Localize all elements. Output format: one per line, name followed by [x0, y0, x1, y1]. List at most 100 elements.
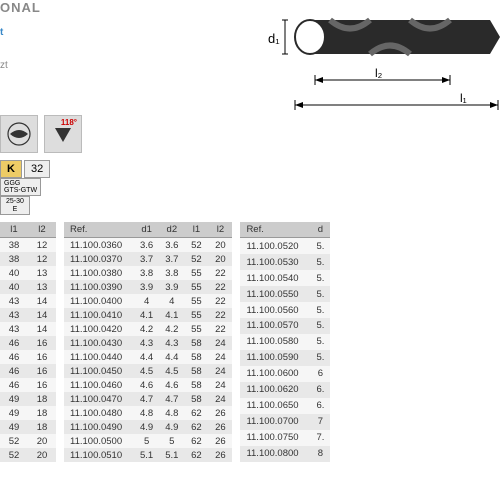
table-row: 11.100.06506.	[240, 398, 330, 414]
cell: 24	[208, 336, 232, 350]
cell: 4	[159, 294, 184, 308]
cell: 5.	[310, 286, 330, 302]
cell: 11.100.0580	[240, 334, 310, 350]
table-row: 11.100.04504.54.55824	[64, 364, 232, 378]
table-row: 11.100.05205.	[240, 238, 330, 255]
brand-fragment: ONAL	[0, 0, 41, 15]
table-row: 4616	[0, 378, 56, 392]
cell: 5.	[310, 334, 330, 350]
cell: 62	[184, 420, 208, 434]
cell: 55	[184, 266, 208, 280]
cell: 12	[28, 238, 56, 253]
subtitle-2: zt	[0, 60, 41, 71]
cell: 11.100.0510	[64, 448, 134, 462]
cell: 22	[208, 294, 232, 308]
flute-icon	[0, 115, 38, 153]
cell: 11.100.0430	[64, 336, 134, 350]
cell: 6	[310, 366, 330, 382]
cell: 4.4	[159, 350, 184, 364]
cell: 11.100.0480	[64, 406, 134, 420]
cell: 18	[28, 420, 56, 434]
table-row: 4918	[0, 406, 56, 420]
header-block: ONAL t zt	[0, 0, 41, 71]
table-row: 11.100.03803.83.85522	[64, 266, 232, 280]
col-header: d1	[134, 222, 159, 238]
cell: 40	[0, 266, 28, 280]
cell: 11.100.0620	[240, 382, 310, 398]
cell: 5	[159, 434, 184, 448]
cell: 16	[28, 378, 56, 392]
cell: 11.100.0600	[240, 366, 310, 382]
cell: 3.8	[159, 266, 184, 280]
table-row: 11.100.04204.24.25522	[64, 322, 232, 336]
cell: 11.100.0450	[64, 364, 134, 378]
label-l1: l₁	[460, 91, 467, 105]
subtitle-1: t	[0, 27, 41, 38]
cell: 8	[310, 446, 330, 462]
cell: 11.100.0560	[240, 302, 310, 318]
cell: 5.	[310, 318, 330, 334]
table-row: 5220	[0, 448, 56, 462]
cell: 3.7	[134, 252, 159, 266]
cell: 38	[0, 238, 28, 253]
cell: 52	[0, 448, 28, 462]
cell: 20	[28, 448, 56, 462]
cell: 4.2	[159, 322, 184, 336]
badge-ggg: GGG GTS-GTW	[0, 178, 41, 196]
table-row: 11.100.0500556226	[64, 434, 232, 448]
cell: 22	[208, 266, 232, 280]
table-row: 3812	[0, 238, 56, 253]
cell: 20	[208, 252, 232, 266]
cell: 24	[208, 378, 232, 392]
cell: 43	[0, 322, 28, 336]
cell: 4.7	[159, 392, 184, 406]
table-row: 11.100.04104.14.15522	[64, 308, 232, 322]
cell: 58	[184, 364, 208, 378]
cell: 4.1	[134, 308, 159, 322]
cell: 4.9	[134, 420, 159, 434]
table-row: 3812	[0, 252, 56, 266]
cell: 46	[0, 364, 28, 378]
cell: 5	[134, 434, 159, 448]
data-tables: l1l2 38123812401340134314431443144616461…	[0, 222, 330, 462]
table-middle: Ref.d1d2l1l2 11.100.03603.63.6522011.100…	[64, 222, 232, 462]
cell: 3.8	[134, 266, 159, 280]
cell: 11.100.0550	[240, 286, 310, 302]
table-row: 11.100.05105.15.16226	[64, 448, 232, 462]
cell: 11.100.0570	[240, 318, 310, 334]
table-row: 11.100.04604.64.65824	[64, 378, 232, 392]
cell: 4.5	[159, 364, 184, 378]
table-right: Ref.d 11.100.05205.11.100.05305.11.100.0…	[240, 222, 330, 462]
cell: 11.100.0650	[240, 398, 310, 414]
cell: 49	[0, 392, 28, 406]
angle-label: 118°	[61, 118, 77, 127]
cell: 43	[0, 308, 28, 322]
table-row: 4918	[0, 420, 56, 434]
table-row: 4013	[0, 280, 56, 294]
badge-hardness: 25-30 E	[0, 196, 30, 215]
cell: 5.	[310, 238, 330, 255]
cell: 24	[208, 350, 232, 364]
cell: 55	[184, 280, 208, 294]
table-row: 11.100.04804.84.86226	[64, 406, 232, 420]
cell: 22	[208, 308, 232, 322]
table-row: 4616	[0, 364, 56, 378]
table-row: 11.100.07507.	[240, 430, 330, 446]
cell: 5.1	[134, 448, 159, 462]
cell: 5.1	[159, 448, 184, 462]
cell: 62	[184, 406, 208, 420]
material-badge-row: K 32	[0, 160, 50, 178]
cell: 13	[28, 280, 56, 294]
cell: 52	[184, 238, 208, 253]
cell: 46	[0, 336, 28, 350]
cell: 18	[28, 392, 56, 406]
table-row: 4616	[0, 350, 56, 364]
table-row: 4314	[0, 322, 56, 336]
cell: 16	[28, 350, 56, 364]
cell: 11.100.0440	[64, 350, 134, 364]
cell: 11.100.0540	[240, 270, 310, 286]
cell: 13	[28, 266, 56, 280]
badge-k: K	[0, 160, 22, 178]
col-header: Ref.	[240, 222, 310, 238]
badge-hardness-line1: 25-30	[6, 198, 24, 206]
